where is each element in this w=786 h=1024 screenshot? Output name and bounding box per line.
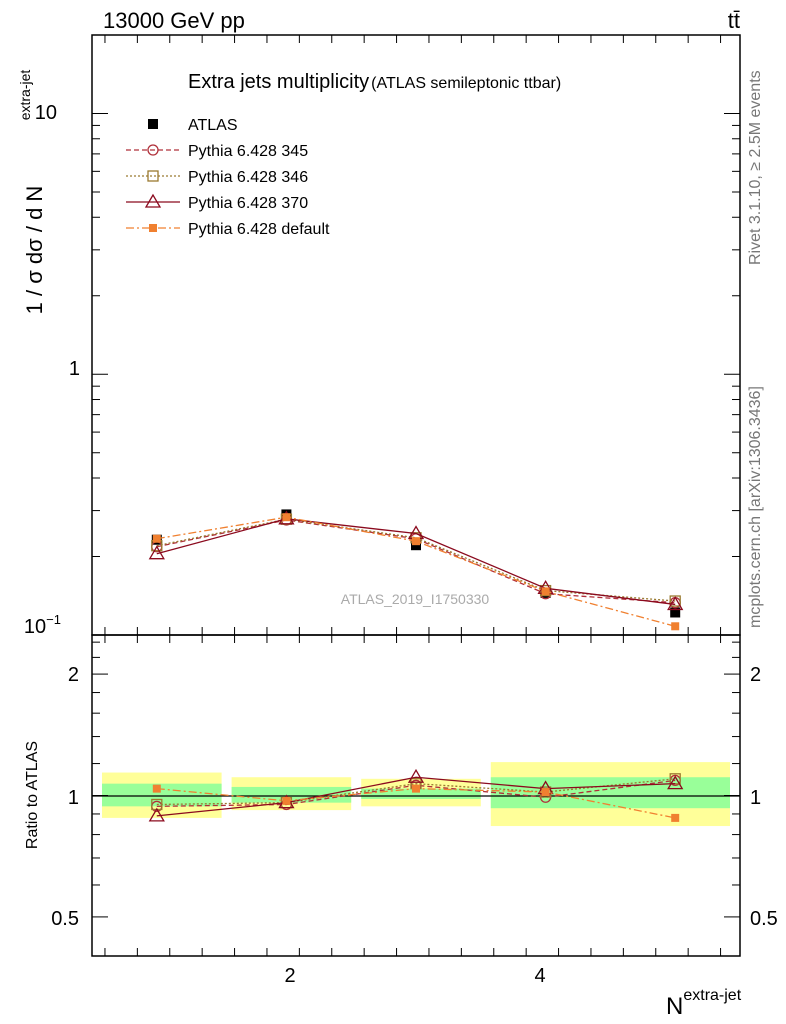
ytick-label-10: 10 xyxy=(35,102,57,124)
legend-label-pythia-6-428-370: Pythia 6.428 370 xyxy=(188,195,308,212)
chart-subtitle: (ATLAS semileptonic ttbar) xyxy=(371,75,561,92)
xtick-label-4: 4 xyxy=(534,965,545,987)
main-ylabel: 1 / σ dσ / d N xyxy=(22,186,47,315)
legend-marker-pythia-6-428-370 xyxy=(144,193,162,208)
ratio-point-pythia-6-428-default xyxy=(671,813,680,822)
ratio-point-pythia-6-428-370 xyxy=(667,775,684,790)
ratio-ytick-1-left: 1 xyxy=(68,787,79,809)
main-point-pythia-6-428-370 xyxy=(667,596,684,611)
ratio-series-layer xyxy=(148,768,684,822)
ytick-label-0.1: 10 xyxy=(24,616,46,638)
ratio-line-pythia-6-428-370 xyxy=(156,776,676,817)
chart-title: Extra jets multiplicity xyxy=(188,71,369,93)
ratio-line-pythia-6-428-346 xyxy=(156,778,676,806)
ratio-green-band xyxy=(102,783,222,807)
ratio-ytick-2-left: 2 xyxy=(68,664,79,686)
ratio-point-pythia-6-428-370 xyxy=(148,807,165,822)
legend-label-pythia-6-428-default: Pythia 6.428 default xyxy=(188,221,330,238)
analysis-watermark: ATLAS_2019_I1750330 xyxy=(341,591,490,607)
xtick-label-2: 2 xyxy=(284,965,295,987)
ytick-label-0.1-exp: −1 xyxy=(46,612,61,627)
mcplots-label: mcplots.cern.ch [arXiv:1306.3436] xyxy=(747,386,764,628)
ratio-ytick-2-right: 2 xyxy=(750,664,761,686)
legend-marker-pythia-6-428-345 xyxy=(147,144,159,156)
legend-label-pythia-6-428-346: Pythia 6.428 346 xyxy=(188,169,308,186)
ratio-ytick-0.5-left: 0.5 xyxy=(51,908,79,930)
ratio-green-band xyxy=(490,777,730,809)
main-point-pythia-6-428-default xyxy=(282,513,291,522)
main-point-pythia-6-428-346 xyxy=(669,595,681,607)
main-line-pythia-6-428-370 xyxy=(156,518,676,606)
xlabel-group: Nextra-jet xyxy=(666,987,742,1020)
main-series-layer xyxy=(148,509,684,631)
ratio-ylabel: Ratio to ATLAS xyxy=(24,741,41,849)
ratio-ytick-0.5-right: 0.5 xyxy=(750,908,778,930)
legend-label-pythia-6-428-345: Pythia 6.428 345 xyxy=(188,143,308,160)
main-point-pythia-6-428-default xyxy=(671,622,680,631)
main-line-pythia-6-428-345 xyxy=(156,519,676,604)
legend: ATLAS Pythia 6.428 345 Pythia 6.428 346 Pyt… xyxy=(126,117,330,238)
main-ylabel-group: 1 / σ dσ / d N extra-jet xyxy=(17,70,47,315)
main-point-atlas xyxy=(411,540,421,551)
ratio-point-pythia-6-428-default xyxy=(412,784,420,793)
ratio-axis-ticks xyxy=(92,635,740,956)
main-point-pythia-6-428-default xyxy=(541,587,550,596)
ratio-panel-frame xyxy=(91,634,741,957)
main-point-pythia-6-428-default xyxy=(412,537,420,546)
main-point-atlas xyxy=(670,607,681,618)
ytick-label-0.1-group: 10−1 xyxy=(24,612,61,638)
main-point-pythia-6-428-370 xyxy=(148,545,165,560)
ratio-point-pythia-6-428-default xyxy=(541,788,550,797)
ratio-point-pythia-6-428-default xyxy=(282,796,291,805)
chart-title-group: Extra jets multiplicity (ATLAS semilepton… xyxy=(188,71,561,93)
ratio-green-band xyxy=(361,788,481,800)
xlabel: N xyxy=(666,993,683,1020)
xlabel-superscript: extra-jet xyxy=(683,987,741,1004)
legend-marker-atlas xyxy=(148,119,158,129)
rivet-label: Rivet 3.1.10, ≥ 2.5M events xyxy=(747,70,764,265)
legend-marker-pythia-6-428-346 xyxy=(147,170,159,182)
main-point-pythia-6-428-default xyxy=(152,534,161,543)
ratio-point-pythia-6-428-default xyxy=(152,784,161,793)
legend-marker-pythia-6-428-default xyxy=(149,224,157,232)
main-ylabel-superscript: extra-jet xyxy=(17,70,33,121)
process-label: tt̄ xyxy=(728,8,740,33)
legend-label-atlas: ATLAS xyxy=(188,117,238,134)
ratio-point-pythia-6-428-370 xyxy=(407,768,425,783)
ratio-ytick-1-right: 1 xyxy=(750,787,761,809)
main-line-pythia-6-428-346 xyxy=(156,518,676,602)
energy-label: 13000 GeV pp xyxy=(103,8,245,33)
ratio-uncertainty-bands xyxy=(102,762,730,827)
ytick-label-1: 1 xyxy=(69,358,80,380)
